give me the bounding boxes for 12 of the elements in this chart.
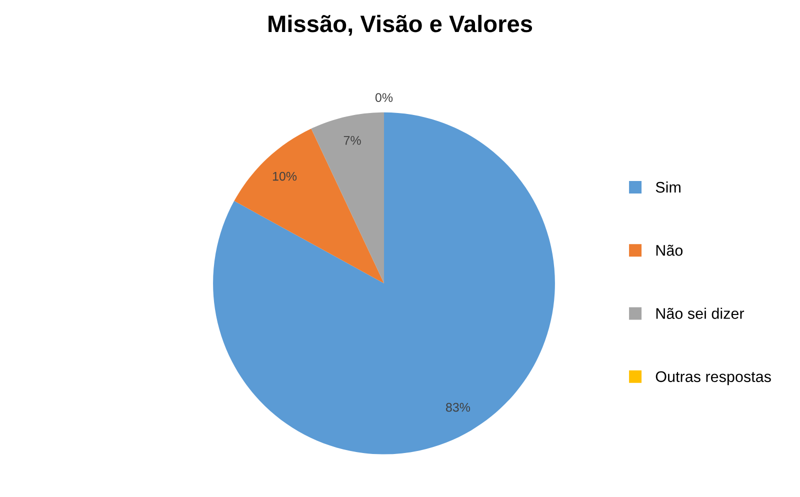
data-label: 83% <box>446 402 470 412</box>
pie-slice <box>311 112 384 284</box>
pie-slice <box>213 112 555 454</box>
legend-label: Não sei dizer <box>656 308 744 319</box>
data-label: 10% <box>272 172 297 181</box>
chart-title: Missão, Visão e Valores <box>268 14 532 36</box>
legend-label: Outras respostas <box>656 371 771 386</box>
text: 0% <box>375 93 393 102</box>
legend-label: Sim <box>656 181 680 193</box>
data-label: 7% <box>344 136 361 145</box>
legend-label: Não <box>656 244 683 256</box>
pie-slice <box>234 128 384 284</box>
